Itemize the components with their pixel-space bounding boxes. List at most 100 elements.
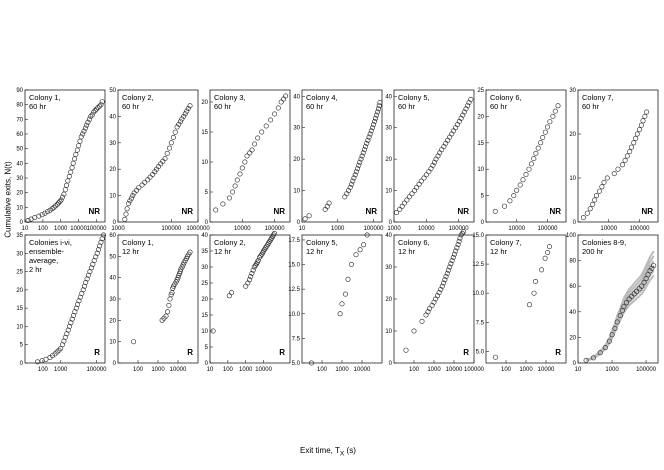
y-tick-label: 40 — [109, 114, 116, 120]
panel-frame — [301, 89, 383, 223]
data-point — [623, 300, 629, 306]
data-point — [427, 306, 433, 312]
data-point — [130, 193, 136, 199]
panel-label: Colonies i-vi, — [29, 238, 72, 247]
data-point — [170, 135, 176, 141]
y-tick-label: 20 — [385, 297, 392, 303]
y-tick-label: 30 — [385, 126, 392, 132]
data-point — [139, 182, 145, 188]
x-axis-label-sub: X — [339, 450, 345, 458]
data-point — [615, 166, 621, 172]
y-tick-label: 20 — [385, 157, 392, 163]
y-tick-label: 20 — [477, 114, 484, 120]
panel-6: 0 5 10 15 20 25 10000 100000 Colony 6,60 hr NR — [477, 88, 567, 232]
data-point — [372, 115, 378, 121]
data-point — [375, 109, 381, 115]
y-tick-label: 60 — [569, 284, 576, 290]
data-point — [250, 267, 256, 273]
data-point — [612, 325, 618, 331]
panel-label: Colony 5, — [398, 93, 430, 102]
data-point — [453, 248, 459, 254]
data-point — [628, 144, 634, 150]
y-tick-label: 20 — [109, 167, 116, 173]
y-tick-label: 30 — [201, 265, 208, 271]
panel-13: 5.0 7.5 10.0 12.5 15.0 100 1000 10000 Colony 7,1… — [472, 233, 567, 373]
data-point — [368, 128, 374, 134]
panel-tag: NR — [457, 207, 469, 216]
data-point — [187, 103, 193, 109]
data-point — [92, 108, 98, 114]
data-point — [263, 123, 269, 129]
y-tick-label: 30 — [16, 176, 23, 182]
data-point — [234, 177, 240, 183]
data-point — [454, 245, 460, 251]
data-point — [649, 265, 655, 271]
x-tick-label: 10000 — [170, 367, 187, 373]
panel-label: average, — [29, 256, 58, 265]
data-point — [365, 137, 371, 143]
data-point — [416, 181, 422, 187]
y-tick-label: 0 — [481, 220, 485, 226]
data-point — [397, 206, 403, 212]
y-tick-label: 30 — [569, 88, 576, 94]
panel-tag: NR — [273, 207, 285, 216]
panel-label: 60 hr — [306, 102, 324, 111]
data-point — [411, 328, 417, 334]
y-tick-label: 5 — [205, 190, 209, 196]
data-point — [226, 195, 232, 201]
data-point — [517, 182, 523, 188]
y-tick-label: 10 — [569, 176, 576, 182]
panel-frame — [209, 89, 291, 223]
data-point — [606, 338, 612, 344]
x-tick-label: 10000 — [600, 226, 617, 232]
data-point — [73, 152, 79, 158]
data-point — [421, 175, 427, 181]
y-tick-label: 20 — [109, 318, 116, 324]
data-point — [76, 298, 82, 304]
y-tick-label: 10 — [109, 340, 116, 346]
data-point — [426, 169, 432, 175]
panel-label: 12 hr — [306, 247, 324, 256]
data-point — [372, 118, 378, 124]
data-point — [640, 118, 646, 124]
x-tick-label: 1000 — [111, 226, 125, 232]
panel-tag: R — [94, 348, 100, 357]
panel-frame — [485, 89, 567, 223]
x-tick-label: 100000 — [449, 226, 470, 232]
data-point — [596, 188, 602, 194]
data-point — [101, 232, 107, 238]
data-point — [644, 109, 650, 115]
x-tick-label: 1000 — [605, 367, 619, 373]
data-point — [425, 309, 431, 315]
data-point — [401, 200, 407, 206]
data-point — [86, 272, 92, 278]
data-point — [94, 250, 100, 256]
y-tick-label: 50 — [109, 88, 116, 94]
data-point — [56, 347, 62, 353]
data-point — [456, 238, 462, 244]
data-point — [593, 193, 599, 199]
y-tick-label: 10 — [109, 194, 116, 200]
y-tick-label: 30 — [109, 141, 116, 147]
panel-frame — [117, 89, 199, 223]
data-point — [126, 201, 132, 207]
data-point — [451, 251, 457, 257]
data-point — [633, 135, 639, 141]
data-point — [535, 145, 541, 151]
x-tick-label: 100 — [223, 367, 234, 373]
data-point — [514, 187, 520, 193]
panel-label: 2 hr — [29, 265, 42, 274]
data-point — [584, 210, 590, 216]
data-point — [84, 122, 90, 128]
data-point — [458, 232, 464, 238]
panel-label: Colony 2, — [122, 93, 154, 102]
data-point — [162, 156, 168, 162]
data-point — [634, 288, 640, 294]
data-point — [83, 279, 89, 285]
data-point — [180, 262, 186, 268]
data-point — [339, 301, 345, 307]
y-tick-label: 0 — [297, 220, 301, 226]
data-point — [520, 177, 526, 183]
y-tick-label: 20 — [201, 100, 208, 106]
data-point — [423, 312, 429, 318]
